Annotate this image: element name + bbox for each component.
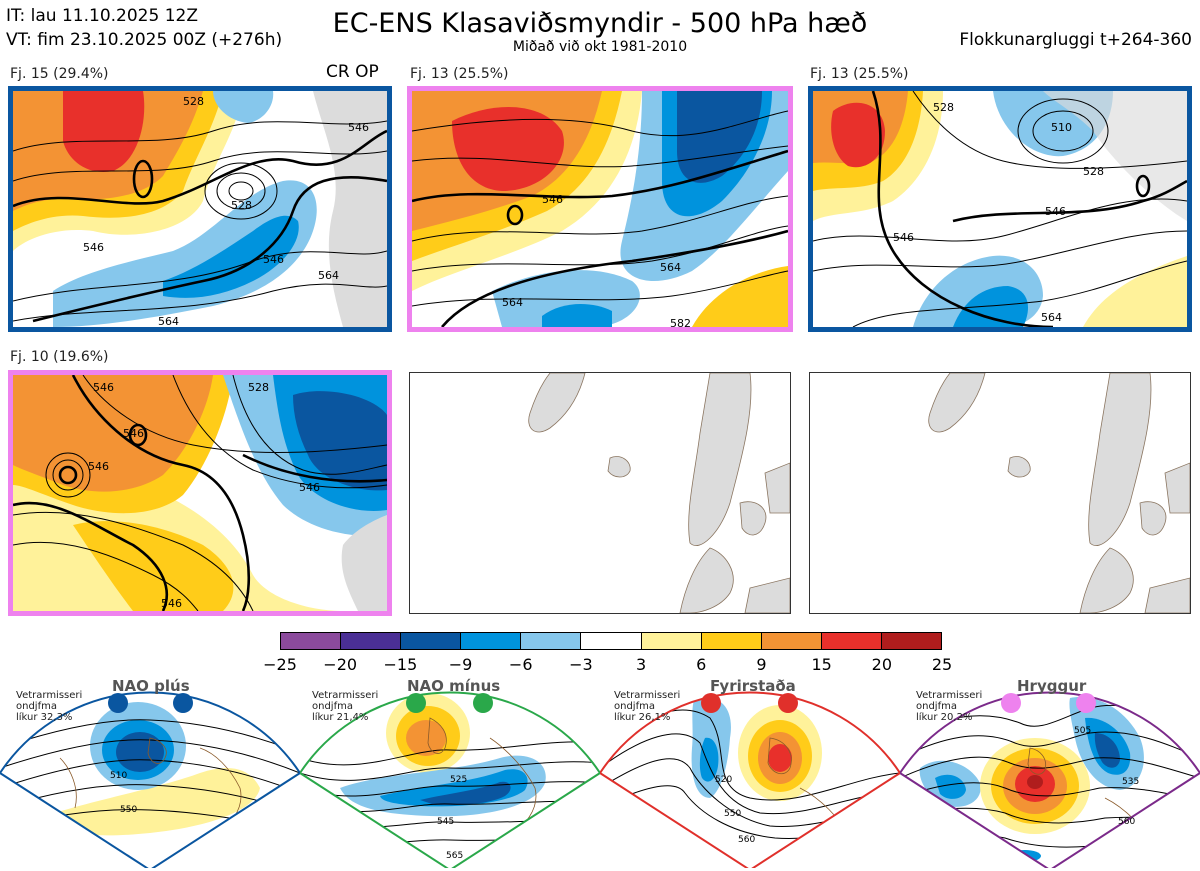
regime-blocking-fan: 520 550 560 bbox=[600, 691, 900, 868]
regime-nao-plus-fan: 510 550 bbox=[0, 691, 300, 868]
colorbar-segment bbox=[701, 633, 762, 649]
colorbar-tick-label: −6 bbox=[508, 655, 533, 674]
chart-title: EC-ENS Klasaviðsmyndir - 500 hPa hæð bbox=[332, 8, 868, 39]
cluster-1-contour-label: 546 bbox=[83, 241, 104, 254]
cluster-3-contour-label: 528 bbox=[1083, 165, 1104, 178]
colorbar-tick-label: 15 bbox=[811, 655, 832, 674]
regime-nao-minus-fan: 525 545 565 bbox=[300, 691, 600, 868]
cluster-4-contour-label: 546 bbox=[123, 427, 144, 440]
colorbar-tick-label: 20 bbox=[871, 655, 892, 674]
regime-contour-label: 560 bbox=[738, 835, 755, 845]
regime-contour-label: 560 bbox=[1118, 817, 1135, 827]
cluster-1-tag: CR OP bbox=[326, 62, 379, 82]
colorbar-tick-label: −20 bbox=[323, 655, 358, 674]
colorbar bbox=[280, 632, 942, 650]
cluster-1-contour-label: 546 bbox=[263, 253, 284, 266]
colorbar-segment bbox=[341, 633, 402, 649]
regime-contour-label: 565 bbox=[446, 851, 463, 861]
regime-ridge: 505 535 560 Hryggur Vetrarmisseri ondjfm… bbox=[900, 677, 1200, 868]
cluster-6-map bbox=[809, 372, 1191, 614]
colorbar-segment bbox=[761, 633, 822, 649]
cluster-4-contour-label: 546 bbox=[161, 597, 182, 610]
colorbar-tick-label: 25 bbox=[931, 655, 953, 674]
cluster-1-map: 528 546 528 546 546 564 564 bbox=[8, 86, 392, 332]
regime-info: Vetrarmisseri ondjfma líkur 20,2% bbox=[916, 690, 983, 723]
colorbar-segment bbox=[881, 633, 942, 649]
empty-basemap bbox=[928, 373, 1190, 613]
regime-contour-label: 550 bbox=[724, 809, 741, 819]
cluster-3-contour-label: 546 bbox=[893, 231, 914, 244]
cluster-2-contour-label: 564 bbox=[660, 261, 681, 274]
cluster-5-map bbox=[409, 372, 791, 614]
regime-info: Vetrarmisseri ondjfma líkur 26,1% bbox=[614, 690, 681, 723]
empty-basemap bbox=[528, 373, 790, 613]
regime-contour-label: 545 bbox=[437, 817, 454, 827]
colorbar-tick-label: −9 bbox=[448, 655, 473, 674]
cluster-3-contour-label: 528 bbox=[933, 101, 954, 114]
cluster-4-contour-label: 546 bbox=[93, 381, 114, 394]
regime-info: Vetrarmisseri ondjfma líkur 21,4% bbox=[312, 690, 379, 723]
cluster-4-contour-label: 528 bbox=[248, 381, 269, 394]
cluster-2-field: 546 564 564 582 bbox=[412, 91, 788, 327]
classification-window: Flokkunargluggi t+264-360 bbox=[959, 30, 1192, 50]
cluster-1-contour-label: 564 bbox=[318, 269, 339, 282]
regime-contour-label: 510 bbox=[110, 771, 127, 781]
cluster-3-contour-label: 510 bbox=[1051, 121, 1072, 134]
regime-contour-label: 535 bbox=[1122, 777, 1139, 787]
regime-nao-minus: 525 545 565 NAO mínus Vetrarmisseri ondj… bbox=[300, 677, 600, 868]
cluster-3-contour-label: 564 bbox=[1041, 311, 1062, 324]
issue-time: IT: lau 11.10.2025 12Z bbox=[6, 6, 198, 26]
regime-contour-label: 520 bbox=[715, 775, 732, 785]
colorbar-tick-label: 9 bbox=[756, 655, 767, 674]
cluster-2-contour-label: 564 bbox=[502, 296, 523, 309]
colorbar-tick-label: 3 bbox=[635, 655, 647, 674]
regime-ridge-fan: 505 535 560 bbox=[900, 691, 1200, 868]
colorbar-segment bbox=[401, 633, 462, 649]
cluster-3-label: Fj. 13 (25.5%) bbox=[810, 66, 909, 82]
cluster-1-field: 528 546 528 546 546 564 564 bbox=[13, 91, 387, 327]
cluster-1-contour-label: 546 bbox=[348, 121, 369, 134]
regime-name: NAO mínus bbox=[407, 677, 501, 695]
colorbar-tick-label: −3 bbox=[569, 655, 593, 674]
cluster-4-label: Fj. 10 (19.6%) bbox=[10, 349, 109, 365]
colorbar-segment bbox=[581, 633, 642, 649]
cluster-2-label: Fj. 13 (25.5%) bbox=[410, 66, 509, 82]
colorbar-tick-label: 6 bbox=[696, 655, 707, 674]
cluster-2-contour-label: 546 bbox=[542, 193, 563, 206]
cluster-4-contour-label: 546 bbox=[88, 460, 109, 473]
regime-name: Hryggur bbox=[1017, 677, 1087, 695]
cluster-3-contour-label: 546 bbox=[1045, 205, 1066, 218]
regime-info: Vetrarmisseri ondjfma líkur 32,3% bbox=[16, 690, 83, 723]
cluster-2-map: 546 564 564 582 bbox=[407, 86, 793, 332]
cluster-1-label: Fj. 15 (29.4%) bbox=[10, 66, 109, 82]
regime-nao-plus: 510 550 NAO plús Vetrarmisseri ondjfma l… bbox=[0, 677, 300, 868]
regime-blocking: 520 550 560 Fyrirstaða Vetrarmisseri ond… bbox=[600, 677, 900, 868]
regime-name: NAO plús bbox=[112, 677, 190, 695]
cluster-1-contour-label: 564 bbox=[158, 315, 179, 327]
chart-subtitle: Miðað við okt 1981-2010 bbox=[512, 39, 688, 55]
cluster-4-contour-label: 546 bbox=[299, 481, 320, 494]
regime-contour-label: 550 bbox=[120, 805, 137, 815]
colorbar-segment bbox=[641, 633, 702, 649]
colorbar-tick-label: −25 bbox=[263, 655, 297, 674]
regime-contour-label: 525 bbox=[450, 775, 467, 785]
colorbar-tick-label: −15 bbox=[383, 655, 418, 674]
cluster-4-map: 546 528 546 546 546 546 bbox=[8, 370, 392, 616]
colorbar-segment bbox=[521, 633, 582, 649]
cluster-4-field: 546 528 546 546 546 546 bbox=[13, 375, 387, 611]
colorbar-segment bbox=[281, 633, 342, 649]
regime-name: Fyrirstaða bbox=[710, 677, 796, 695]
cluster-1-contour-label: 528 bbox=[183, 95, 204, 108]
valid-time: VT: fim 23.10.2025 00Z (+276h) bbox=[6, 30, 283, 50]
cluster-2-contour-label: 582 bbox=[670, 317, 691, 327]
cluster-1-contour-label: 528 bbox=[231, 199, 252, 212]
cluster-3-field: 528 510 528 546 546 564 bbox=[813, 91, 1187, 327]
colorbar-segment bbox=[821, 633, 882, 649]
colorbar-segment bbox=[461, 633, 522, 649]
cluster-3-map: 528 510 528 546 546 564 bbox=[808, 86, 1192, 332]
regime-contour-label: 505 bbox=[1074, 726, 1091, 736]
